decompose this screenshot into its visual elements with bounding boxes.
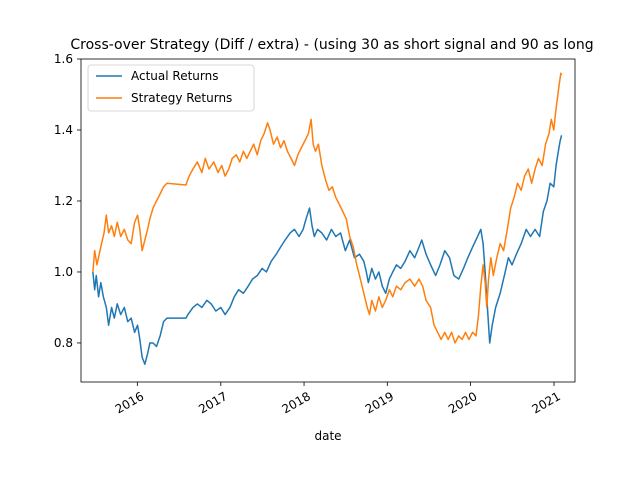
legend-entry: Actual Returns <box>131 69 218 83</box>
y-axis: 0.8 1.0 1.2 1.4 1.6 <box>54 52 81 350</box>
plot-area <box>80 58 576 383</box>
plot-frame <box>80 58 576 383</box>
y-tick-label: 1.0 <box>54 265 73 279</box>
chart-title: Cross-over Strategy (Diff / extra) - (us… <box>70 37 593 53</box>
y-tick-label: 1.6 <box>54 52 73 66</box>
y-tick-label: 0.8 <box>54 336 73 350</box>
legend: Actual Returns Strategy Returns <box>87 64 255 112</box>
legend-entry: Strategy Returns <box>131 91 232 105</box>
y-tick-label: 1.2 <box>54 194 73 208</box>
x-axis-label: date <box>314 429 341 443</box>
series-line-strategy-returns <box>92 72 563 344</box>
legend-box <box>87 64 255 112</box>
series-line-actual-returns <box>92 135 563 365</box>
y-tick-label: 1.4 <box>54 123 73 137</box>
